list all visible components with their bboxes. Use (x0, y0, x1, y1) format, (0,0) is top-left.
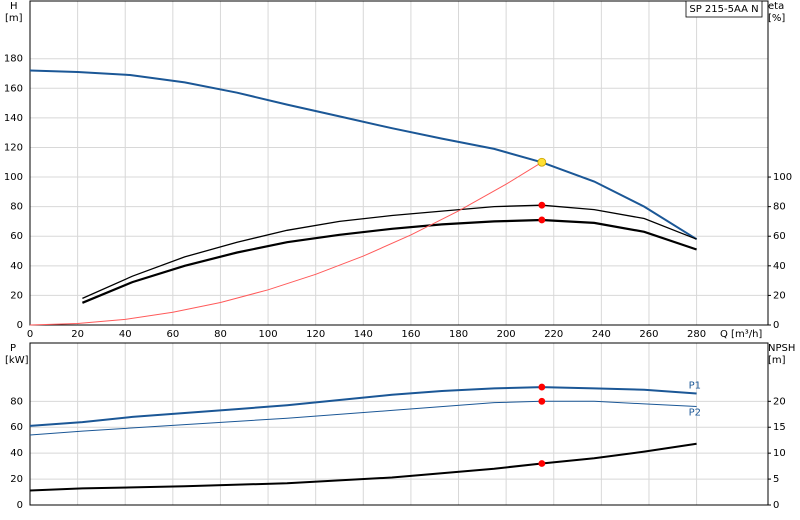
x-tick-label: 260 (639, 329, 658, 340)
curve (29, 386, 697, 427)
y-tick-label: 180 (4, 54, 23, 65)
operating-point (538, 397, 546, 405)
y-axis-label: P (10, 343, 16, 354)
y-tick-label: 60 (10, 231, 23, 242)
y-tick-label: 60 (10, 422, 23, 433)
x-tick-label: 200 (497, 329, 516, 340)
x-tick-label: 40 (119, 329, 132, 340)
y2-tick-label: 100 (773, 172, 792, 183)
y2-axis-unit: [%] (768, 13, 785, 24)
y2-axis-unit: [m] (768, 355, 786, 366)
y-tick-label: 40 (10, 261, 23, 272)
x-tick-label: 140 (354, 329, 373, 340)
x-tick-label: 0 (27, 329, 33, 340)
curve (29, 400, 697, 436)
y2-tick-label: 80 (773, 202, 786, 213)
x-axis-label: Q [m³/h] (720, 329, 762, 340)
y2-tick-label: 0 (773, 500, 779, 511)
curve (81, 218, 697, 304)
title-box (685, 0, 763, 18)
y-tick-label: 40 (10, 448, 23, 459)
y-tick-label: 80 (10, 202, 23, 213)
y-tick-label: 80 (10, 396, 23, 407)
y2-axis-label: NPSH (768, 343, 795, 354)
y-axis-unit: [kW] (5, 355, 29, 366)
curve (29, 69, 698, 241)
y2-tick-label: 20 (773, 290, 786, 301)
y-tick-label: 140 (4, 113, 23, 124)
y2-tick-label: 20 (773, 396, 786, 407)
curve (82, 204, 697, 299)
y-tick-label: 0 (17, 500, 23, 511)
plot-frame (29, 342, 769, 506)
y2-tick-label: 15 (773, 422, 786, 433)
x-tick-label: 220 (544, 329, 563, 340)
x-tick-label: 180 (449, 329, 468, 340)
x-tick-label: 160 (401, 329, 420, 340)
y-tick-label: 120 (4, 142, 23, 153)
curve (29, 161, 543, 326)
y2-tick-label: 60 (773, 231, 786, 242)
operating-point (538, 216, 546, 224)
y2-tick-label: 40 (773, 261, 786, 272)
x-tick-label: 20 (71, 329, 84, 340)
chart-title: SP 215-5AA N (689, 4, 758, 15)
y-tick-label: 0 (17, 320, 23, 331)
y-tick-label: 100 (4, 172, 23, 183)
x-tick-label: 80 (214, 329, 227, 340)
operating-point (537, 157, 547, 167)
curve-label: P1 (689, 381, 701, 392)
operating-point (538, 201, 546, 209)
y-tick-label: 20 (10, 290, 23, 301)
y2-tick-label: 5 (773, 474, 779, 485)
y-axis-unit: [m] (5, 13, 23, 24)
y-axis-label: H (10, 1, 18, 12)
x-tick-label: 120 (306, 329, 325, 340)
y-tick-label: 20 (10, 474, 23, 485)
curve-label: P2 (689, 408, 701, 419)
y-tick-label: 160 (4, 83, 23, 94)
y2-tick-label: 0 (773, 320, 779, 331)
x-tick-label: 60 (166, 329, 179, 340)
y2-tick-label: 10 (773, 448, 786, 459)
x-tick-label: 100 (259, 329, 278, 340)
x-tick-label: 240 (592, 329, 611, 340)
y2-axis-label: eta (768, 1, 784, 12)
operating-point (538, 460, 546, 467)
plot-frame (29, 0, 769, 326)
x-tick-label: 280 (687, 329, 706, 340)
operating-point (538, 383, 546, 391)
curve (29, 442, 697, 492)
